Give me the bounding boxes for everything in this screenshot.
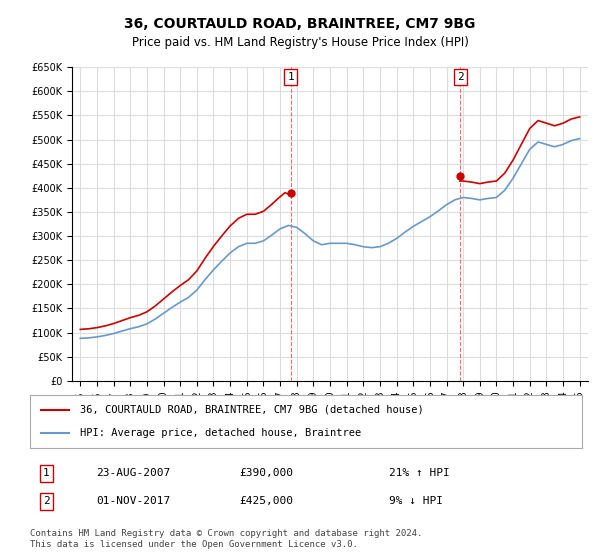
Text: 36, COURTAULD ROAD, BRAINTREE, CM7 9BG: 36, COURTAULD ROAD, BRAINTREE, CM7 9BG [124,17,476,31]
Text: 36, COURTAULD ROAD, BRAINTREE, CM7 9BG (detached house): 36, COURTAULD ROAD, BRAINTREE, CM7 9BG (… [80,405,424,415]
Text: Price paid vs. HM Land Registry's House Price Index (HPI): Price paid vs. HM Land Registry's House … [131,36,469,49]
Text: £390,000: £390,000 [240,468,294,478]
Text: HPI: Average price, detached house, Braintree: HPI: Average price, detached house, Brai… [80,428,361,438]
Text: 21% ↑ HPI: 21% ↑ HPI [389,468,449,478]
Text: 9% ↓ HPI: 9% ↓ HPI [389,496,443,506]
Text: Contains HM Land Registry data © Crown copyright and database right 2024.
This d: Contains HM Land Registry data © Crown c… [30,529,422,549]
Text: 2: 2 [43,496,50,506]
Text: 2: 2 [457,72,464,82]
Text: 23-AUG-2007: 23-AUG-2007 [96,468,170,478]
Text: 1: 1 [287,72,294,82]
Text: 1: 1 [43,468,50,478]
Text: 01-NOV-2017: 01-NOV-2017 [96,496,170,506]
Text: £425,000: £425,000 [240,496,294,506]
